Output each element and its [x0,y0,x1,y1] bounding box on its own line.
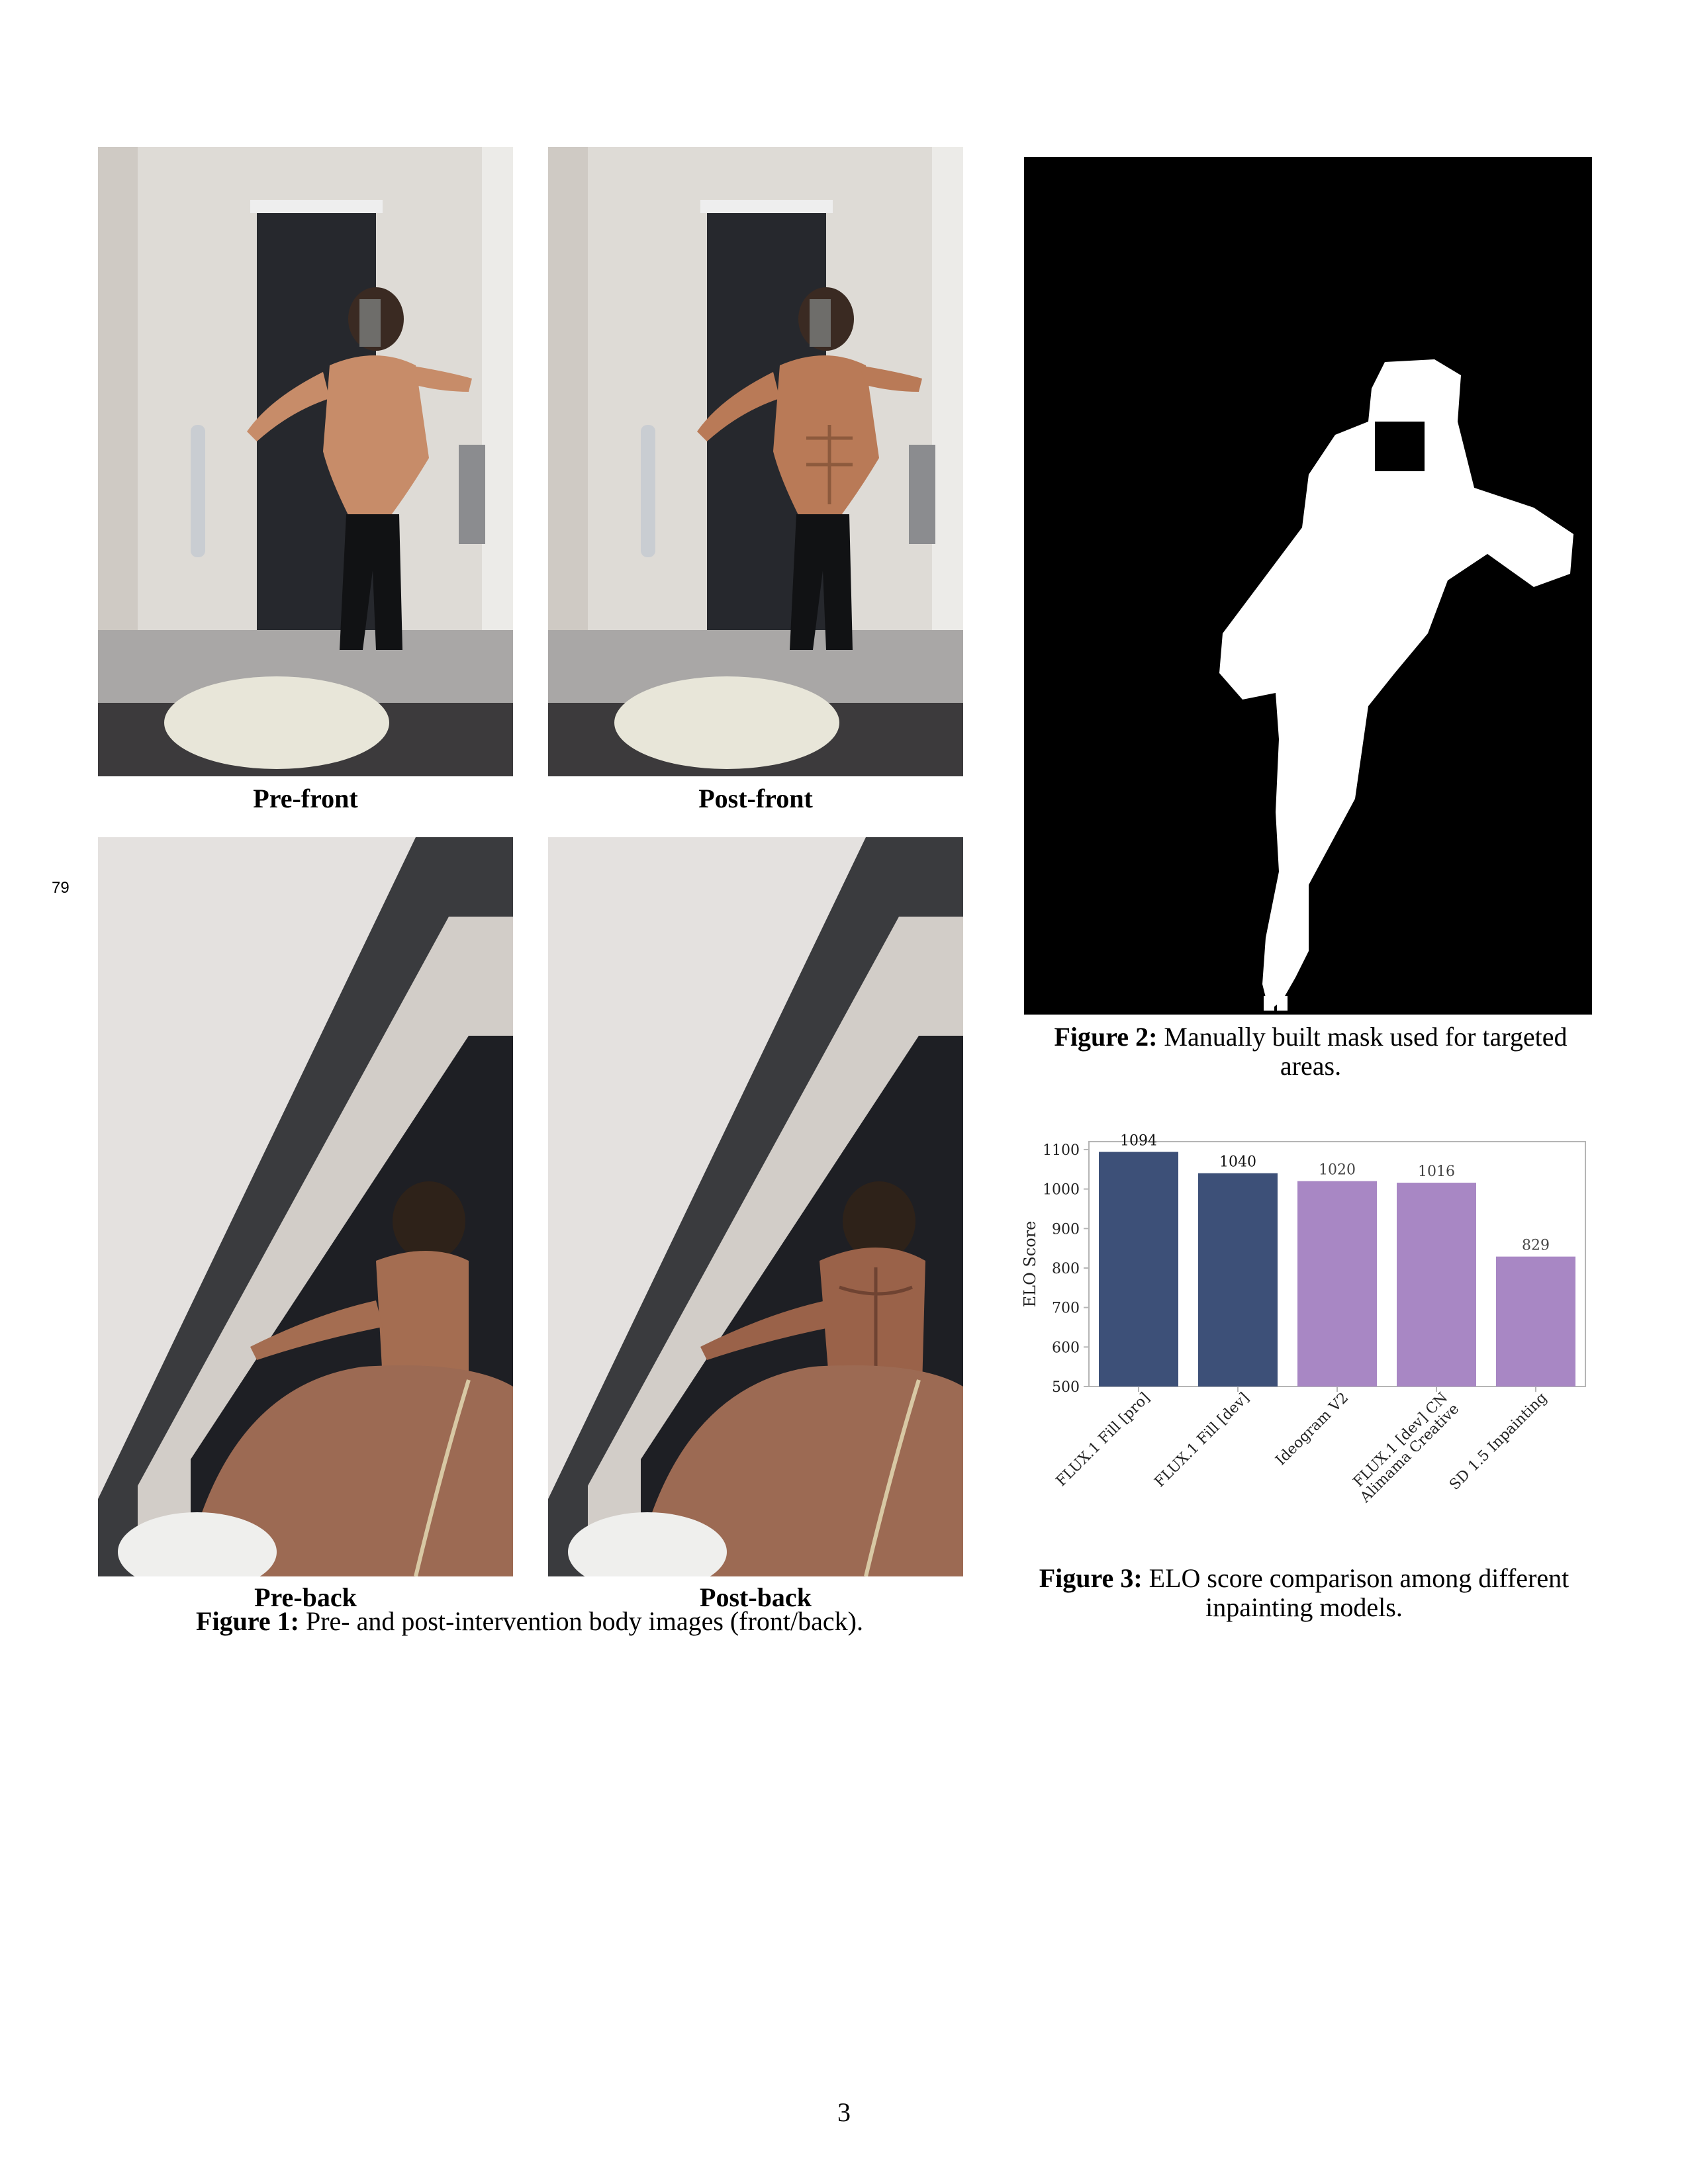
subcaption-pre-front: Pre-front [253,784,358,813]
pre-front-photo [98,147,513,776]
bar [1297,1181,1377,1387]
figure1-caption-label: Figure 1: [196,1606,299,1636]
bar-value-label: 1016 [1418,1163,1455,1180]
bar-value-label: 1020 [1319,1162,1356,1179]
x-tick-label: FLUX.1 [dev] CNAlimama Creative [1346,1390,1463,1507]
bar [1198,1173,1278,1387]
figure2-caption-text: Manually built mask used for targeted ar… [1164,1022,1568,1081]
bars [1099,1152,1575,1387]
y-tick-label: 500 [1052,1379,1080,1396]
bar [1099,1152,1178,1387]
x-tick-label: Ideogram V2 [1272,1390,1352,1469]
bar-value-label: 1040 [1219,1154,1256,1171]
figure1-caption-text: Pre- and post-intervention body images (… [305,1606,863,1636]
subcaption-post-front: Post-front [698,784,813,813]
y-tick-label: 800 [1052,1261,1080,1277]
figure2-caption-label: Figure 2: [1054,1022,1158,1052]
bar [1397,1183,1476,1387]
figure1-caption: Figure 1: Pre- and post-intervention bod… [99,1607,960,1636]
elo-bar-chart: 500 600 700 800 900 1000 1100 1094 1040 1020 1016… [1021,1133,1586,1506]
page-number: 3 [837,2097,851,2127]
post-front-photo [548,147,963,776]
bar [1496,1256,1575,1387]
x-tick-label: SD 1.5 Inpainting [1446,1390,1550,1494]
y-tick-label: 1000 [1043,1182,1080,1199]
x-tick-label: FLUX.1 Fill [pro] [1053,1390,1153,1490]
mask-image [1024,157,1592,1015]
x-axis: FLUX.1 Fill [pro]FLUX.1 Fill [dev] Ideogr… [1053,1387,1550,1506]
post-back-photo [548,837,963,1576]
y-tick-label: 600 [1052,1340,1080,1356]
y-tick-label: 1100 [1043,1142,1080,1159]
subcaption-pre-back: Pre-back [254,1582,357,1612]
figure2-caption: Figure 2: Manually built mask used for t… [1029,1023,1592,1081]
bar-value-label: 1094 [1120,1133,1157,1150]
y-tick-label: 700 [1052,1300,1080,1317]
bar-value-label: 829 [1522,1238,1550,1254]
figure3-caption-text: ELO score comparison among different inp… [1149,1563,1570,1622]
subcaption-post-back: Post-back [700,1582,812,1612]
value-labels: 1094 1040 1020 1016 829 [1120,1133,1550,1254]
y-axis: 500 600 700 800 900 1000 1100 [1043,1142,1089,1396]
y-tick-label: 900 [1052,1221,1080,1238]
figure3-caption-label: Figure 3: [1039,1563,1143,1593]
line-number: 79 [52,879,70,897]
x-tick-label: FLUX.1 Fill [dev] [1152,1390,1253,1491]
pre-back-photo [98,837,513,1576]
y-axis-label: ELO Score [1021,1221,1039,1308]
figure3-caption: Figure 3: ELO score comparison among dif… [1016,1564,1592,1622]
